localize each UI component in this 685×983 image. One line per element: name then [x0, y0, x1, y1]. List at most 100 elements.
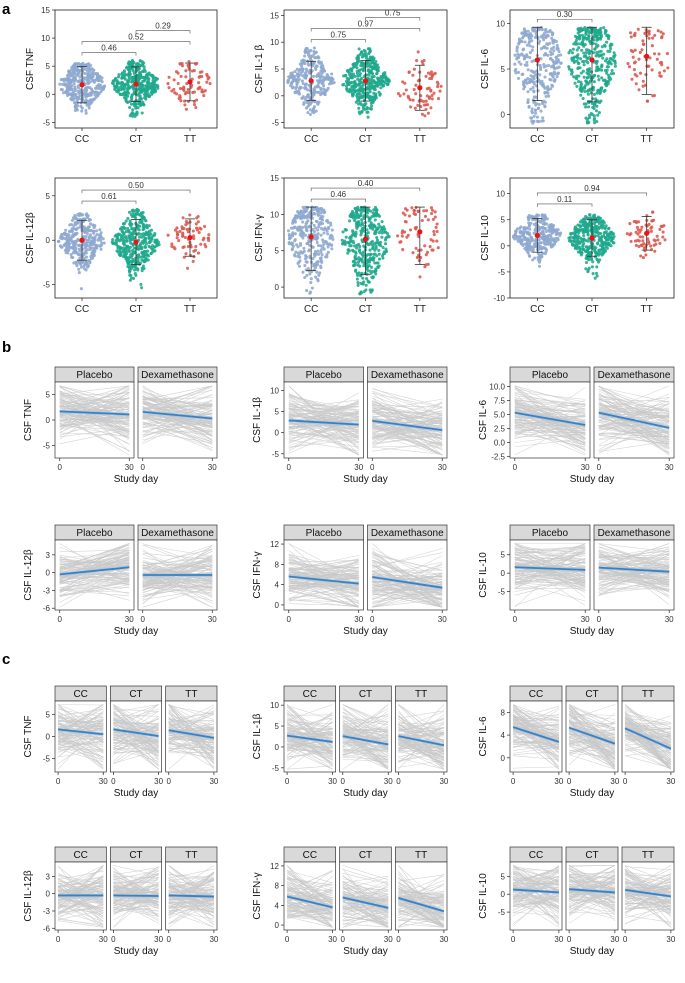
- data-point: [597, 227, 601, 231]
- data-point: [644, 223, 648, 227]
- data-point: [88, 241, 92, 245]
- data-point: [184, 252, 188, 256]
- data-point: [115, 243, 119, 247]
- data-point: [641, 239, 645, 243]
- data-point: [131, 84, 135, 88]
- data-point: [364, 283, 368, 287]
- x-tick-label-cc: CC: [304, 134, 318, 145]
- data-point: [304, 209, 308, 213]
- data-point: [423, 244, 427, 248]
- data-point: [133, 271, 137, 276]
- data-point: [320, 260, 324, 264]
- data-point: [150, 73, 154, 78]
- panel-label-b: b: [2, 339, 11, 356]
- data-point: [138, 96, 142, 100]
- data-point: [147, 234, 151, 238]
- data-point: [203, 224, 207, 228]
- data-point: [432, 72, 436, 76]
- data-point: [78, 94, 82, 98]
- data-point: [151, 78, 155, 82]
- data-point: [128, 278, 132, 282]
- data-point: [398, 240, 402, 244]
- data-point: [430, 93, 434, 98]
- data-point: [373, 261, 377, 265]
- data-point: [146, 92, 150, 96]
- data-point: [660, 35, 664, 39]
- data-point: [571, 243, 575, 247]
- data-point: [416, 255, 420, 259]
- data-point: [430, 208, 435, 212]
- data-point: [126, 80, 130, 84]
- data-point: [544, 34, 548, 38]
- data-point: [287, 241, 291, 245]
- data-point: [130, 98, 134, 102]
- data-point: [112, 79, 116, 83]
- data-point: [79, 287, 83, 291]
- data-point: [319, 69, 323, 73]
- data-point: [72, 63, 77, 67]
- data-point: [513, 233, 517, 237]
- data-point: [84, 86, 88, 90]
- data-point: [99, 238, 103, 242]
- data-point: [600, 45, 604, 49]
- comparison-ct-tt: 0.29: [135, 22, 191, 34]
- data-point: [569, 69, 573, 73]
- data-point: [322, 91, 326, 95]
- data-point: [641, 256, 645, 260]
- data-point: [376, 213, 380, 217]
- data-point: [312, 252, 317, 256]
- data-point: [320, 81, 324, 86]
- data-point: [647, 29, 651, 33]
- data-point: [528, 227, 532, 231]
- data-point: [545, 242, 549, 246]
- data-point: [411, 251, 415, 255]
- data-point: [353, 234, 358, 238]
- data-point: [586, 121, 590, 125]
- data-point: [297, 77, 301, 81]
- data-point: [607, 75, 611, 79]
- data-point: [568, 49, 572, 53]
- comparison-cc-ct: 0.75: [310, 31, 366, 43]
- data-point: [72, 82, 76, 86]
- data-point: [370, 71, 374, 75]
- data-point: [380, 220, 384, 224]
- x-tick-label-cc: CC: [530, 134, 544, 145]
- data-point: [553, 79, 557, 83]
- data-point: [588, 245, 592, 249]
- data-point: [330, 228, 334, 232]
- data-point: [141, 75, 145, 79]
- data-point: [366, 110, 370, 114]
- data-point: [117, 81, 121, 85]
- data-point: [577, 46, 581, 50]
- data-point: [578, 250, 583, 254]
- data-point: [412, 87, 416, 92]
- data-point: [600, 241, 604, 245]
- y-tick-label: 5: [46, 192, 51, 201]
- data-point: [147, 229, 151, 233]
- data-point: [144, 84, 148, 88]
- data-point: [602, 231, 606, 235]
- data-point: [584, 105, 588, 109]
- data-point: [527, 231, 531, 235]
- data-point: [376, 241, 380, 245]
- data-point: [556, 47, 560, 51]
- data-point: [131, 87, 135, 91]
- data-point: [585, 76, 589, 80]
- data-point: [546, 88, 550, 92]
- data-point: [79, 255, 84, 259]
- data-point: [435, 80, 439, 84]
- data-point: [592, 214, 596, 218]
- data-point: [77, 243, 82, 247]
- data-point: [601, 78, 606, 82]
- data-point: [78, 249, 82, 253]
- data-point: [84, 99, 88, 103]
- data-point: [355, 246, 359, 250]
- mean-marker: [644, 53, 650, 59]
- data-point: [571, 47, 575, 51]
- data-point: [360, 50, 364, 54]
- data-point: [147, 71, 151, 75]
- data-point: [135, 74, 139, 78]
- data-point: [185, 266, 190, 270]
